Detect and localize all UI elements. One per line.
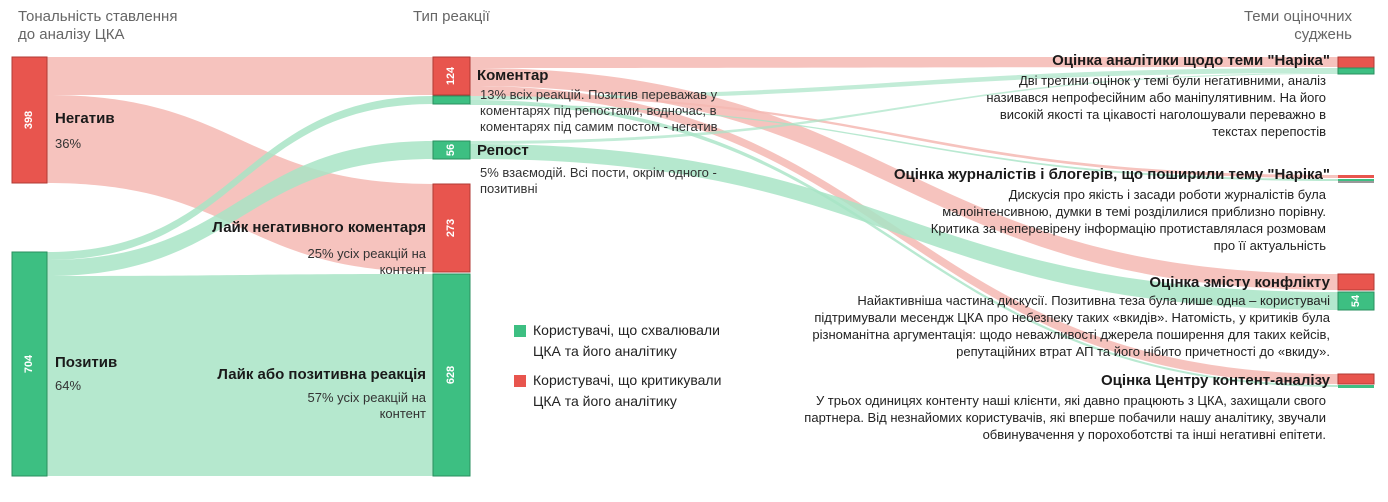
bar-like-positive <box>432 273 471 477</box>
legend-swatch-negative <box>514 375 526 387</box>
source-label-negative: Негатив <box>55 110 115 127</box>
reaction-desc-like-negative: 25% усіх реакцій на контент <box>307 246 426 277</box>
bar-theme3-neg <box>1337 273 1375 291</box>
flow-comment-to-t3-neg <box>470 68 1338 290</box>
source-percent-positive: 64% <box>55 378 82 393</box>
reaction-label-like-negative: Лайк негативного коментаря <box>212 219 426 236</box>
flow-comment-to-t1-neg <box>470 57 1338 68</box>
legend-swatch-positive <box>514 325 526 337</box>
theme-desc-1: Дві третини оцінок у темі були негативни… <box>986 73 1326 139</box>
column-header-reaction: Тип реакції <box>413 8 490 25</box>
bar-repost <box>432 140 471 160</box>
theme-title-4: Оцінка Центру контент-аналізу <box>1101 372 1330 389</box>
flow-neg-to-comment <box>47 57 433 95</box>
bar-value-negative: 398 <box>23 110 36 130</box>
flow-neg-to-like-neg <box>47 95 433 272</box>
bar-comment-neg <box>432 56 471 96</box>
flow-comment-to-t2 <box>470 94 1338 178</box>
bar-theme2-neg <box>1338 175 1374 178</box>
legend-label-positive: Користувачі, що схвалювали ЦКА та його а… <box>533 322 720 359</box>
bar-theme1-neg <box>1337 56 1375 69</box>
theme-title-1: Оцінка аналітики щодо теми "Наріка" <box>1052 52 1330 69</box>
theme-title-2: Оцінка журналістів і блогерів, що пошири… <box>893 166 1330 183</box>
flow-pos-to-like-pos <box>47 274 433 476</box>
bar-value-like-negative: 273 <box>445 218 458 238</box>
flow-pos-to-repost <box>47 141 433 276</box>
flow-comment-to-t1-pos <box>470 68 1338 100</box>
theme-desc-2: Дискусія про якість і засади роботи журн… <box>930 187 1326 253</box>
legend-label-negative: Користувачі, що критикували ЦКА та його … <box>533 372 722 409</box>
column-header-source: Тональність ставлення до аналізу ЦКА <box>18 8 178 43</box>
bar-like-negative <box>432 183 471 273</box>
flow-repost-to-t3 <box>470 144 1338 310</box>
flow-repost-to-t1 <box>470 73 1338 144</box>
column-header-themes: Теми оціночних суджень <box>1243 8 1352 43</box>
bar-comment-pos <box>432 95 471 105</box>
bar-negative <box>11 56 48 184</box>
flow-comment-to-t2-pos <box>470 104 1338 181</box>
reaction-desc-repost: 5% взаємодій. Всі пости, окрім одного - … <box>480 165 717 196</box>
theme-title-3: Оцінка змісту конфлікту <box>1149 274 1330 291</box>
bar-value-comment: 124 <box>445 66 458 86</box>
reaction-desc-like-positive: 57% усіх реакцій на контент <box>307 390 426 421</box>
bar-positive <box>11 251 48 477</box>
source-percent-negative: 36% <box>55 136 82 151</box>
reaction-label-repost: Репост <box>477 142 529 159</box>
flow-pos-to-comment <box>47 96 433 260</box>
bar-theme1-pos <box>1337 67 1375 75</box>
bar-theme4-neg <box>1337 373 1375 385</box>
bar-theme4-pos <box>1338 385 1374 388</box>
bar-value-theme3: 54 <box>1350 294 1362 308</box>
bar-theme3-pos <box>1337 291 1375 311</box>
theme-desc-3: Найактивніша частина дискусії. Позитивна… <box>812 293 1330 359</box>
reaction-desc-comment: 13% всіх реакцій. Позитив переважав у ко… <box>480 87 718 134</box>
reaction-label-comment: Коментар <box>477 67 549 84</box>
source-label-positive: Позитив <box>55 354 118 371</box>
reaction-label-like-positive: Лайк або позитивна реакція <box>217 366 426 383</box>
bar-value-like-positive: 628 <box>445 365 458 385</box>
theme-desc-4: У трьох одиницях контенту наші клієнти, … <box>804 393 1326 442</box>
bar-value-positive: 704 <box>23 354 36 374</box>
bar-value-repost: 56 <box>445 143 458 157</box>
bar-theme2-pos <box>1338 179 1374 181</box>
